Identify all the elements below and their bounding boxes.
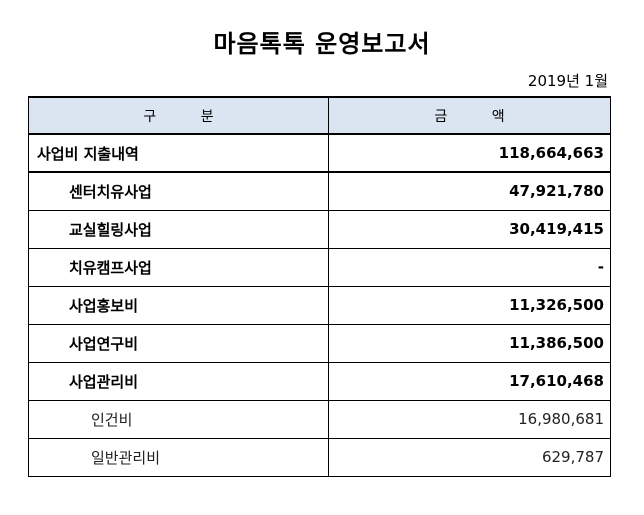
row-label: 일반관리비 xyxy=(28,437,329,477)
report-date: 2019년 1월 xyxy=(527,72,608,90)
row-amount: 47,921,780 xyxy=(328,171,611,211)
row-amount: 17,610,468 xyxy=(328,361,611,401)
table-body: 사업비 지출내역 118,664,663 센터치유사업 47,921,780 교… xyxy=(28,133,611,477)
row-label: 인건비 xyxy=(28,399,329,439)
table-header: 구 분 금 액 xyxy=(28,96,611,135)
report-title: 마음톡톡 운영보고서 xyxy=(213,30,431,58)
row-label: 교실힐링사업 xyxy=(28,209,329,249)
header-row: 구 분 금 액 xyxy=(28,96,611,135)
header-amount: 금 액 xyxy=(328,96,611,135)
table-row-total: 사업비 지출내역 118,664,663 xyxy=(28,133,611,173)
row-amount: 118,664,663 xyxy=(328,133,611,173)
table-row: 사업연구비 11,386,500 xyxy=(28,323,611,363)
row-label: 사업비 지출내역 xyxy=(28,133,329,173)
row-amount: 629,787 xyxy=(328,437,611,477)
row-amount: 11,386,500 xyxy=(328,323,611,363)
table-row-sub: 인건비 16,980,681 xyxy=(28,399,611,439)
row-amount: - xyxy=(328,247,611,287)
row-label: 사업관리비 xyxy=(28,361,329,401)
table-row: 치유캠프사업 - xyxy=(28,247,611,287)
table-row: 교실힐링사업 30,419,415 xyxy=(28,209,611,249)
table-row: 사업관리비 17,610,468 xyxy=(28,361,611,401)
row-label: 센터치유사업 xyxy=(28,171,329,211)
row-label: 치유캠프사업 xyxy=(28,247,329,287)
expense-table: 구 분 금 액 사업비 지출내역 118,664,663 센터치유사업 47,9… xyxy=(28,96,611,477)
table-row: 센터치유사업 47,921,780 xyxy=(28,171,611,211)
row-amount: 16,980,681 xyxy=(328,399,611,439)
row-label: 사업홍보비 xyxy=(28,285,329,325)
table-row-sub: 일반관리비 629,787 xyxy=(28,437,611,477)
row-amount: 11,326,500 xyxy=(328,285,611,325)
header-category: 구 분 xyxy=(28,96,329,135)
row-label: 사업연구비 xyxy=(28,323,329,363)
table-row: 사업홍보비 11,326,500 xyxy=(28,285,611,325)
row-amount: 30,419,415 xyxy=(328,209,611,249)
